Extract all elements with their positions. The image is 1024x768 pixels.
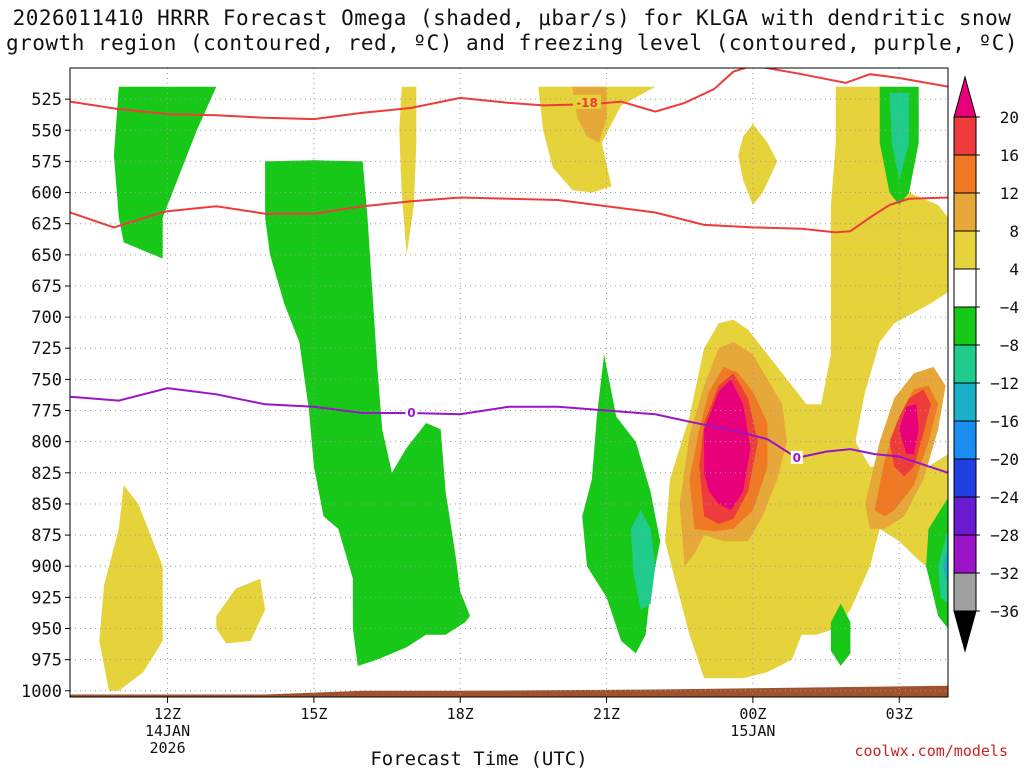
colorbar-label-9: −20 [990,450,1019,469]
colorbar-label-12: −32 [990,564,1019,583]
y-axis: 525 550 575 600 625 650 675 700 725 750 775 800 825 8… [21,90,70,702]
x-axis-title: Forecast Time (UTC) [370,748,587,768]
colorbar-band-2 [953,192,977,232]
colorbar-label-3: 8 [1009,222,1019,241]
colorbar-label-11: −28 [990,526,1019,545]
x-tick-label-18Z: 18Z [447,705,474,723]
colorbar-top-arrow [953,75,977,118]
y-tick-label-525: 525 [31,90,62,110]
y-tick-label-700: 700 [31,308,62,328]
colorbar-band-6 [953,344,977,384]
y-tick-label-850: 850 [31,495,62,515]
colorbar-band-11 [953,534,977,574]
y-tick-label-600: 600 [31,184,62,204]
y-tick-label-950: 950 [31,619,62,639]
colorbar-band-7 [953,382,977,422]
plot-border [69,67,949,698]
y-tick-label-750: 750 [31,370,62,390]
plot-frame [69,67,949,698]
colorbar-band-0 [953,116,977,156]
x-tick-date-00Z: 15JAN [730,722,775,740]
y-tick-label-650: 650 [31,246,62,266]
omega-region-15 [113,86,217,259]
y-tick-label-1000: 1000 [21,682,62,702]
y-tick-label-800: 800 [31,433,62,453]
colorbar-label-2: 12 [1000,184,1019,203]
colorbar-band-5 [953,306,977,346]
dgz-contour-label: -18 [576,96,598,110]
colorbar-band-1 [953,154,977,194]
colorbar-label-8: −16 [990,412,1019,431]
omega-region-1 [216,578,266,644]
colorbar-label-10: −24 [990,488,1019,507]
dgz-contour-1 [70,196,948,234]
y-tick-label-775: 775 [31,402,62,422]
x-tick-label-03Z: 03Z [886,705,913,723]
dgz-label-bg [573,94,602,109]
y-tick-label-675: 675 [31,277,62,297]
x-tick-label-15Z: 15Z [300,705,327,723]
colorbar-label-5: −4 [1000,298,1019,317]
omega-shading [99,86,948,691]
terrain-surface [70,685,948,697]
colorbar-label-13: −36 [990,602,1019,621]
omega-region-2 [399,86,417,255]
omega-region-22 [889,92,909,181]
omega-region-13 [704,379,751,511]
freezing-level-contour [70,387,948,474]
x-tick-label-12Z: 12Z [154,705,181,723]
colorbar-label-7: −12 [990,374,1019,393]
x-tick-label-21Z: 21Z [593,705,620,723]
omega-region-21 [630,510,656,610]
colorbar-band-10 [953,496,977,536]
terrain-layer [70,685,948,697]
colorbar-band-9 [953,458,977,498]
x-tick-date-12Z: 14JAN [145,722,190,740]
y-tick-label-725: 725 [31,339,62,359]
y-tick-label-925: 925 [31,588,62,608]
y-tick-label-575: 575 [31,152,62,172]
y-tick-label-550: 550 [31,121,62,141]
freezing-label-bg [405,406,418,420]
colorbar-band-4 [953,268,977,308]
omega-region-20 [830,603,851,666]
colorbar: 20 16 12 8 4 −4 −8 −12 −16 −20 −24 −28 −32 −36 [953,75,1019,653]
colorbar-label-0: 20 [1000,108,1019,127]
colorbar-band-12 [953,572,977,612]
freezing-level-label-1: 0 [793,451,801,465]
x-tick-label-00Z: 00Z [739,705,766,723]
y-tick-label-825: 825 [31,464,62,484]
colorbar-label-4: 4 [1009,260,1019,279]
y-tick-label-975: 975 [31,651,62,671]
omega-region-4 [738,124,778,205]
freezing-level-label-0: 0 [407,406,415,420]
y-tick-label-875: 875 [31,526,62,546]
omega-region-0 [99,485,163,691]
chart-title-line-1: 2026011410 HRRR Forecast Omega (shaded, … [12,6,1012,30]
colorbar-band-3 [953,230,977,270]
freezing-label-bg [790,450,803,464]
credit-link[interactable]: coolwx.com/models [854,742,1008,760]
x-tick-year-12Z: 2026 [149,739,185,757]
y-tick-label-625: 625 [31,215,62,235]
contour-layer: -18 0 0 [70,68,948,474]
omega-region-17 [582,354,661,654]
colorbar-label-6: −8 [1000,336,1019,355]
colorbar-label-1: 16 [1000,146,1019,165]
colorbar-bottom-arrow [953,610,977,653]
y-tick-label-900: 900 [31,557,62,577]
chart-title-line-2: growth region (contoured, red, ºC) and f… [5,31,1019,55]
omega-region-23 [938,528,948,604]
omega-region-14 [899,404,919,455]
colorbar-band-8 [953,420,977,460]
